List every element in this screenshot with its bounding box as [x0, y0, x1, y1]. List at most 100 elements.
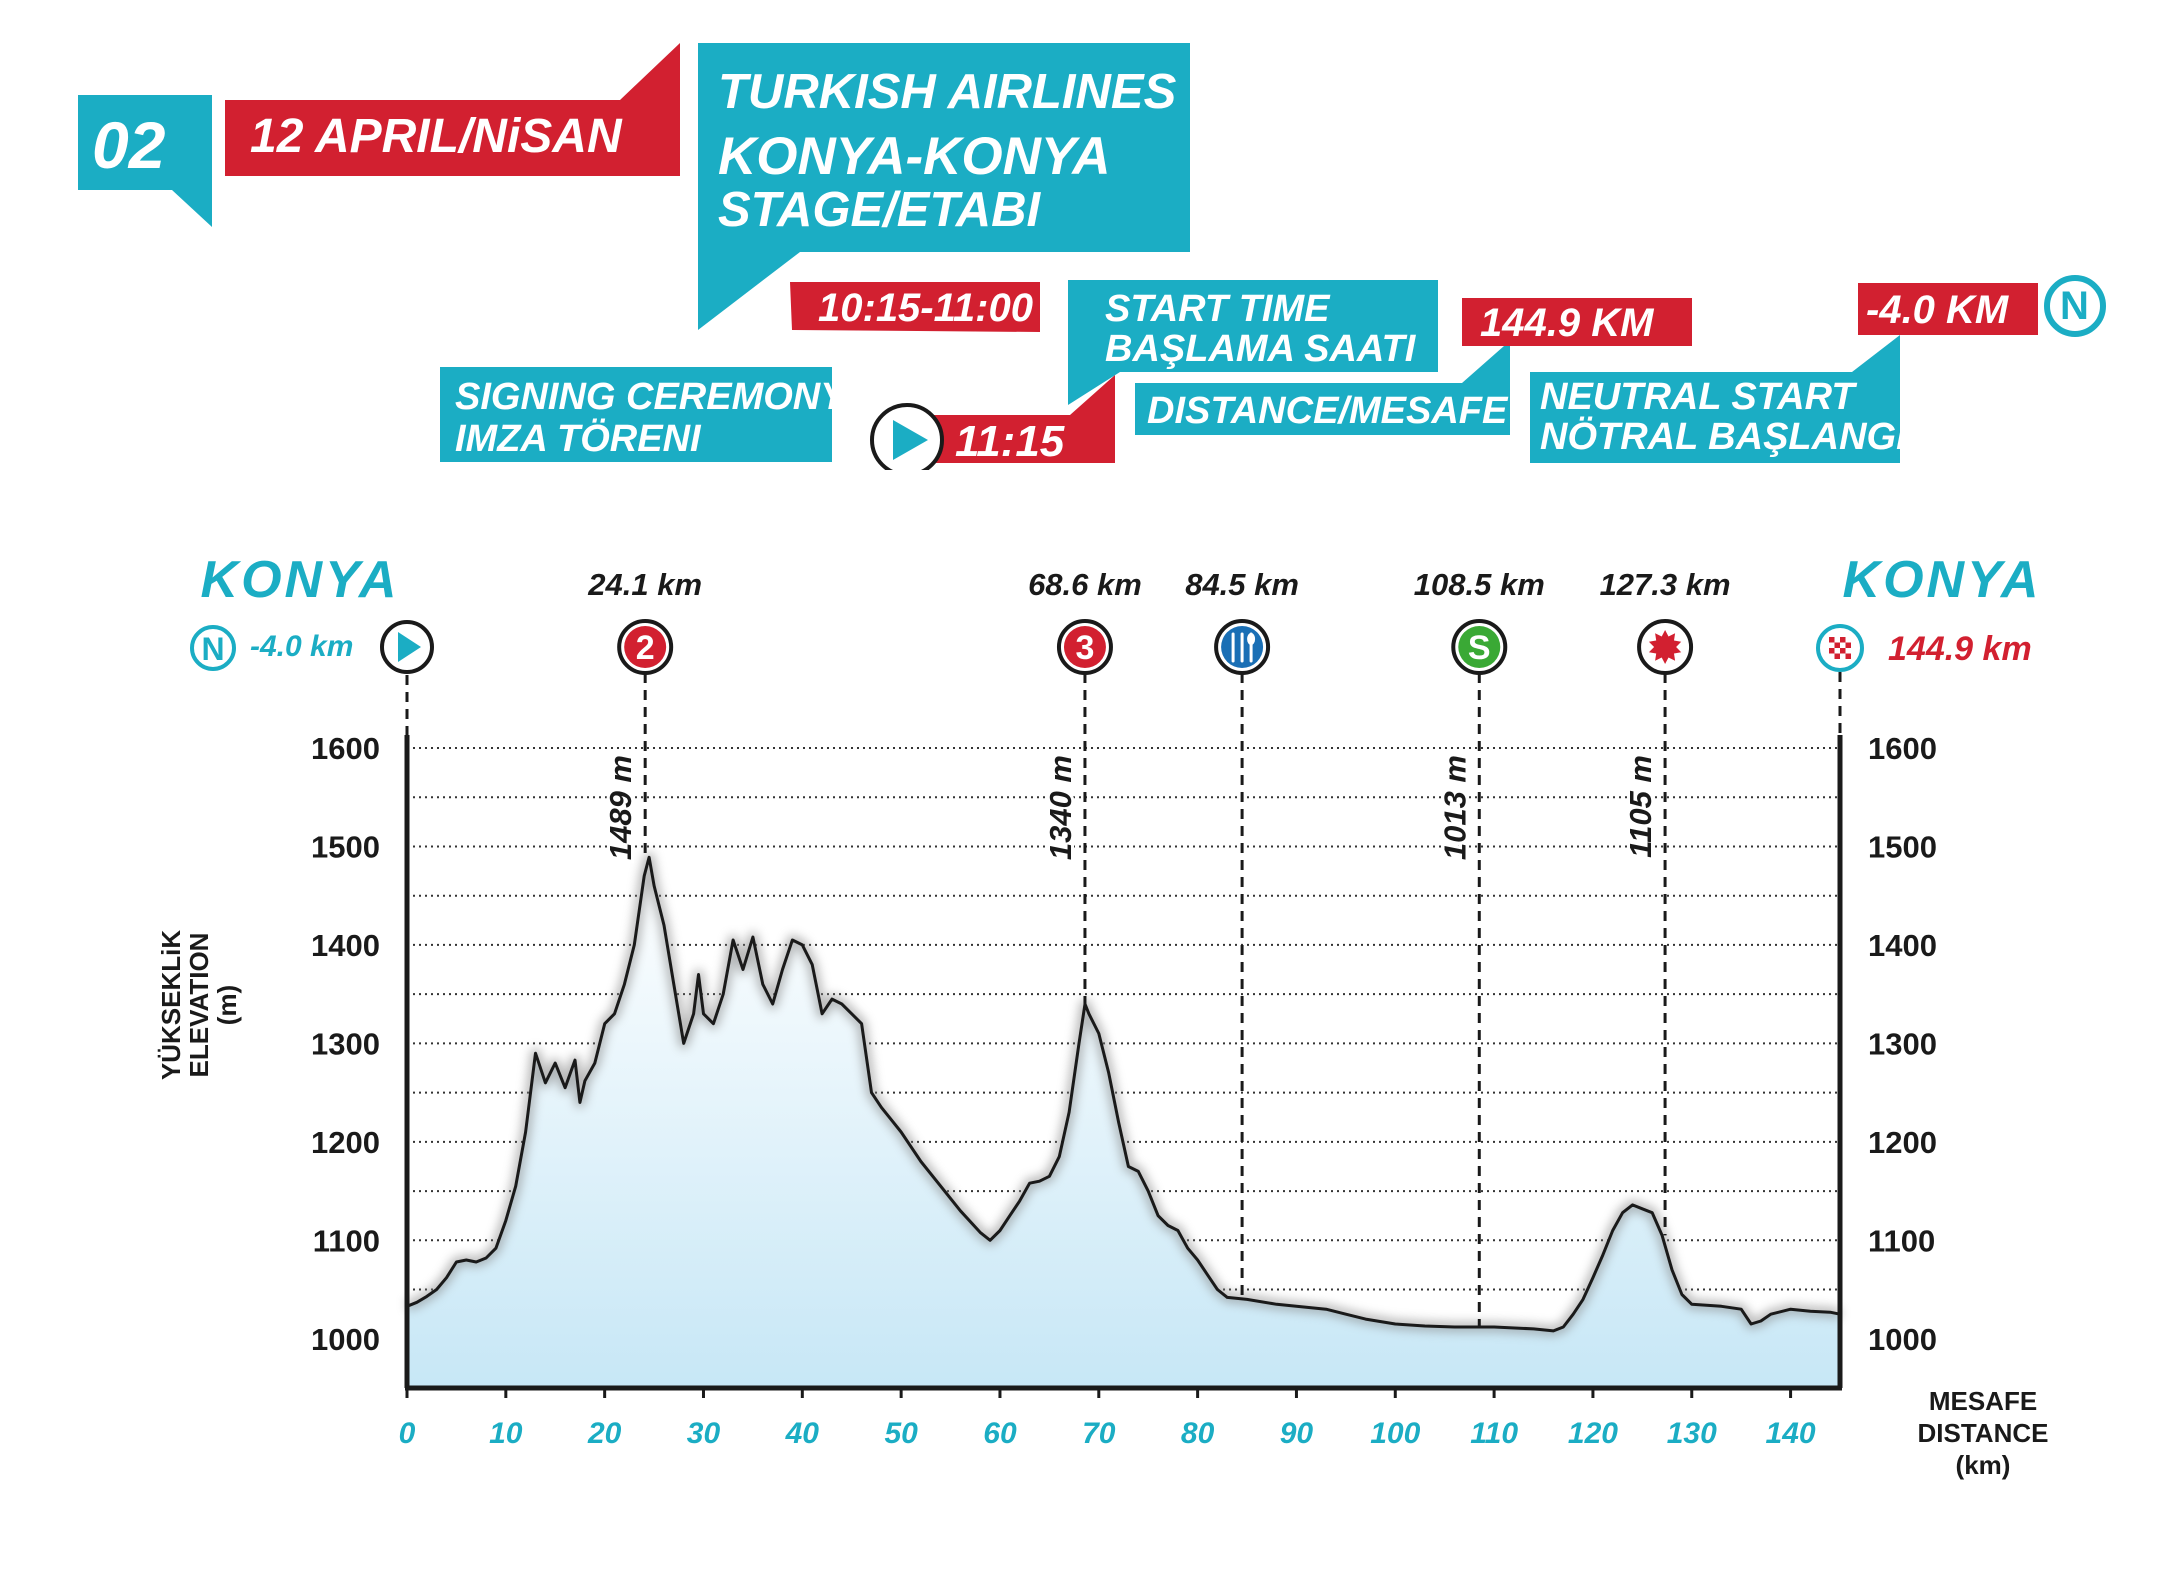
x-tick-label: 140 [1766, 1417, 1816, 1450]
checker-cell [1829, 648, 1835, 654]
signing-label-2: IMZA TÖRENI [455, 418, 701, 460]
marker-lines-layer [405, 672, 1842, 1326]
finish-km-label: 144.9 km [1888, 630, 2032, 668]
x-tick-label: 0 [399, 1417, 416, 1450]
neutral-label-box [1530, 335, 1900, 463]
signing-label-1: SIGNING CEREMONY [455, 376, 846, 418]
y-tick-label-left: 1100 [313, 1223, 380, 1258]
stage-number-tab [78, 95, 212, 227]
neutral-value: -4.0 KM [1866, 288, 2009, 332]
signing-time: 10:15-11:00 [818, 286, 1033, 330]
x-tick-label: 120 [1568, 1417, 1618, 1450]
x-tick-label: 100 [1370, 1417, 1420, 1450]
start-label-1: START TIME [1105, 288, 1330, 330]
x-tick-label: 60 [983, 1417, 1017, 1450]
checker-cell [1834, 653, 1840, 659]
x-tick-label: 90 [1280, 1417, 1314, 1450]
x-tick-label: 10 [489, 1417, 523, 1450]
start-label-2: BAŞLAMA SAATI [1105, 328, 1416, 370]
title-box [698, 43, 1190, 330]
neutral-badge-letter: N [2060, 284, 2089, 328]
marker-layer: 24.1 km 2 1489 m 68.6 km 3 1340 m 84.5 km 108.5… [587, 567, 1731, 863]
elevation-line [406, 855, 1841, 1333]
header-shapes [78, 43, 2106, 470]
neutral-value-tab [1858, 283, 2038, 335]
checker-cell [1829, 637, 1835, 643]
checker-cell [1834, 642, 1840, 648]
point-km-label: 68.6 km [1028, 567, 1142, 602]
y-tick-label-left: 1400 [311, 928, 380, 963]
y-tick-label-left: 1000 [311, 1322, 380, 1357]
signing-time-tab [790, 282, 1040, 332]
bonus-star-shape [1648, 630, 1682, 664]
neutral-label-2: NÖTRAL BAŞLANGIÇ [1540, 416, 1935, 458]
distance-label-box [1135, 346, 1510, 435]
x-tick-label: 30 [687, 1417, 721, 1450]
x-tick-label: 70 [1082, 1417, 1116, 1450]
x-axis-title-line-2: DISTANCE [1918, 1418, 2049, 1448]
point-km-label: 84.5 km [1185, 567, 1299, 602]
x-axis-title-line-1: MESAFE [1929, 1386, 2037, 1416]
x-axis-title: MESAFE DISTANCE (km) [1918, 1386, 2049, 1480]
x-tick-label: 50 [884, 1417, 918, 1450]
finish-city: KONYA [1843, 551, 2042, 609]
point-km-label: 127.3 km [1600, 567, 1731, 602]
start-time: 11:15 [955, 417, 1065, 466]
point-marker-letter: S [1468, 629, 1491, 667]
y-tick-label-right: 1000 [1868, 1322, 1937, 1357]
spoon-head [1247, 633, 1256, 645]
y-axis-title-line-2: ELEVATION [184, 933, 214, 1078]
y-tick-label-right: 1100 [1868, 1223, 1935, 1258]
y-axis-title-line-1: YÜKSEKLiK [156, 930, 186, 1080]
x-tick-label: 20 [587, 1417, 622, 1450]
y-tick-label-right: 1300 [1868, 1026, 1937, 1061]
point-elevation-label: 1489 m [603, 755, 638, 860]
finish-checkered-flag-icon [1816, 624, 1864, 672]
title-line-3: STAGE/ETABI [718, 183, 1041, 237]
climb-category-icon [624, 626, 667, 668]
date-tab [225, 43, 680, 176]
checker-cell [1845, 653, 1851, 659]
start-city: KONYA [201, 551, 400, 609]
y-axis-title: YÜKSEKLiK ELEVATION (m) [156, 930, 242, 1080]
y-tick-label-right: 1500 [1868, 829, 1937, 864]
distance-value: 144.9 KM [1480, 301, 1654, 345]
point-km-label: 108.5 km [1414, 567, 1545, 602]
neutral-label-1: NEUTRAL START [1540, 376, 1855, 418]
point-marker-letter: 2 [636, 629, 655, 667]
checker-cell [1840, 648, 1846, 654]
distance-label: DISTANCE/MESAFE [1147, 390, 1508, 432]
x-tick-label: 80 [1181, 1417, 1215, 1450]
point-elevation-label: 1340 m [1043, 755, 1078, 860]
x-tick-label: 110 [1470, 1417, 1518, 1450]
title-line-2: KONYA-KONYA [718, 127, 1111, 186]
stage-date: 12 APRIL/NiSAN [250, 110, 622, 163]
point-elevation-label: 1105 m [1623, 755, 1658, 858]
neutral-km-label: -4.0 km [250, 630, 353, 663]
title-line-1: TURKISH AIRLINES [718, 65, 1177, 119]
x-axis-title-line-3: (km) [1956, 1450, 2011, 1480]
y-tick-label-left: 1200 [311, 1125, 380, 1160]
stage-number: 02 [92, 108, 166, 182]
point-marker-letter: 3 [1075, 629, 1094, 667]
y-tick-label-right: 1200 [1868, 1125, 1937, 1160]
area-layer [405, 852, 1841, 1388]
y-tick-label-left: 1500 [311, 829, 380, 864]
point-elevation-label: 1013 m [1437, 755, 1472, 860]
checker-cell [1845, 642, 1851, 648]
y-axis-title-line-3: (m) [212, 985, 242, 1025]
x-tick-label: 40 [785, 1417, 820, 1450]
y-tick-label-right: 1600 [1868, 731, 1937, 766]
climb-category-icon [1063, 626, 1106, 668]
y-tick-label-left: 1300 [311, 1026, 380, 1061]
distance-value-tab [1462, 298, 1692, 346]
signing-label-box [440, 367, 832, 462]
point-km-label: 24.1 km [587, 567, 702, 602]
y-tick-label-left: 1600 [311, 731, 380, 766]
x-tick-label: 130 [1667, 1417, 1717, 1450]
checker-cell [1840, 637, 1846, 643]
neutral-start-icon [2044, 275, 2106, 337]
neutral-marker-letter: N [201, 631, 224, 667]
y-tick-label-right: 1400 [1868, 928, 1937, 963]
